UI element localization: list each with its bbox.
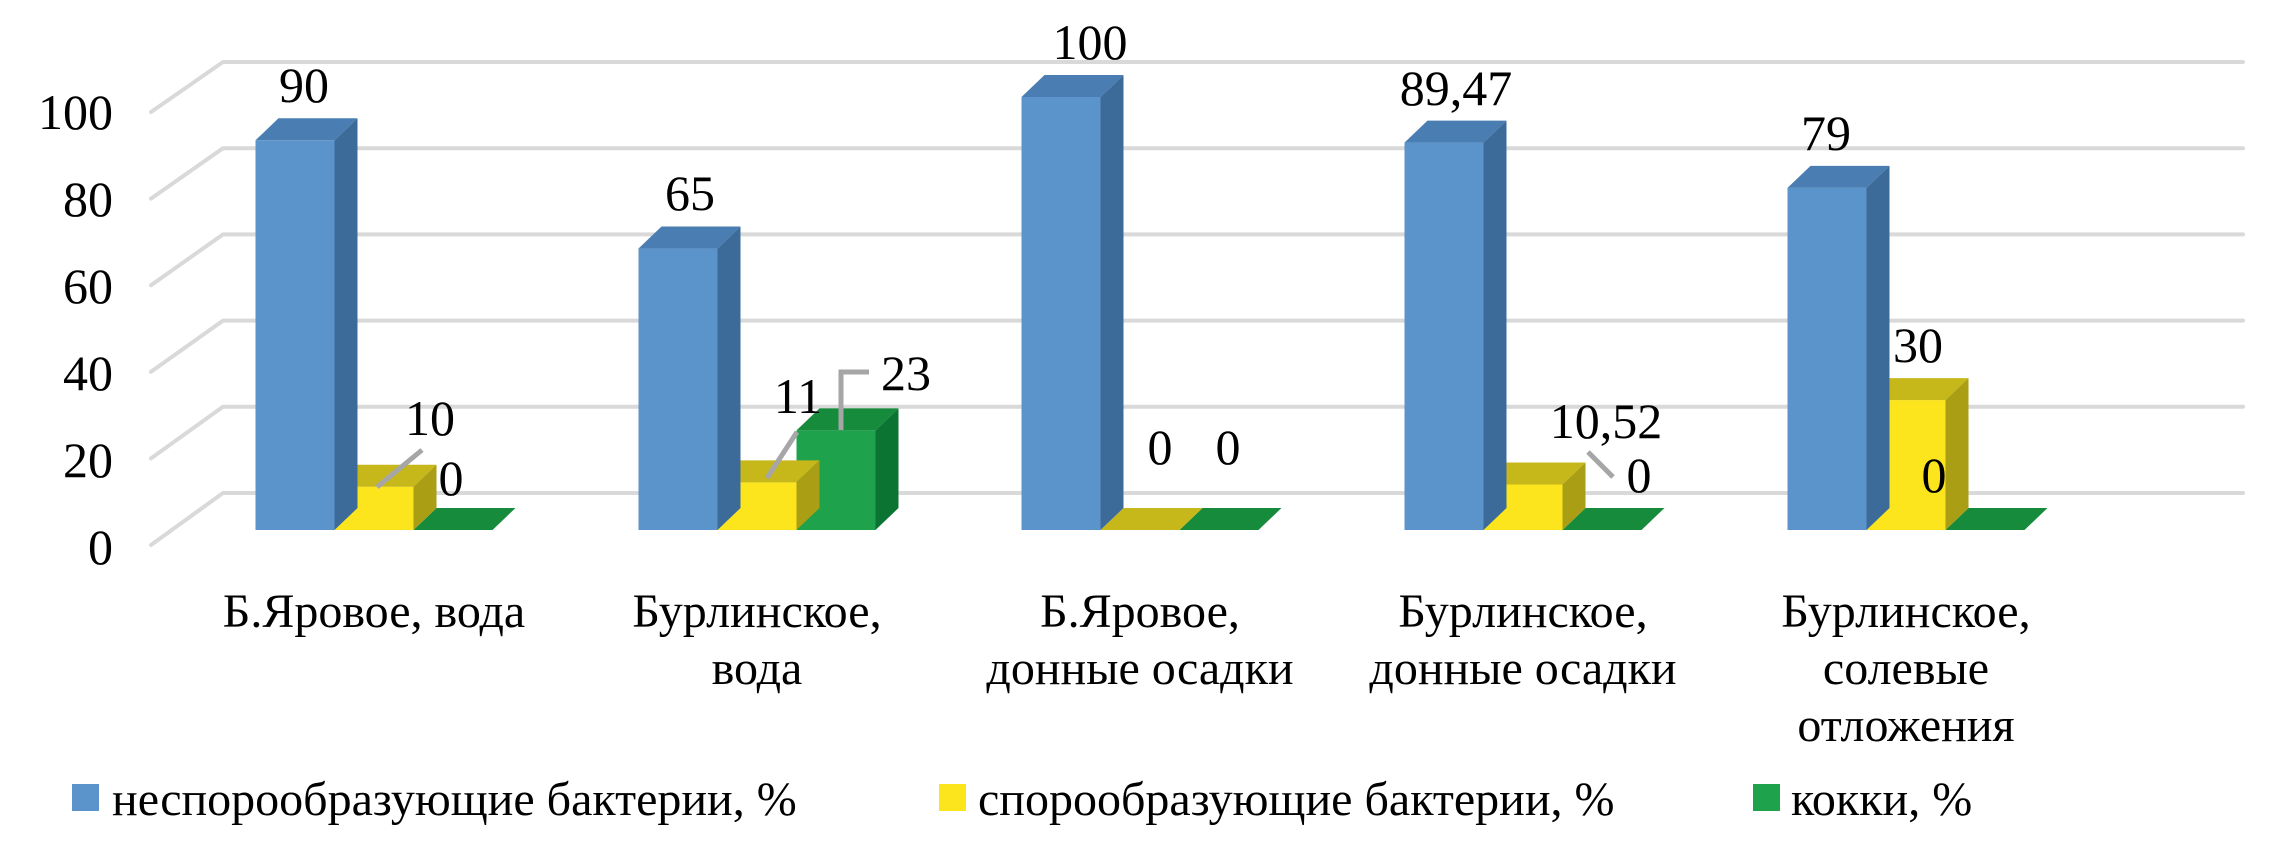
category-label: Бурлинское, солевые отложения [1781,585,2030,752]
legend-label: кокки, % [1791,773,1972,826]
data-label: 90 [279,57,329,113]
bar-series2-cat3 [1100,508,1203,530]
bar-side-face [1866,165,1890,530]
legend-swatch [939,784,966,811]
data-label-leader-line [375,448,424,489]
bar-top-face [638,226,741,249]
category-label-line: солевые [1823,642,1989,695]
category-label: Бурлинское, донные осадки [1369,585,1676,695]
category-label-line: Бурлинское, [632,585,881,638]
category-label-line: отложения [1797,699,2014,752]
gridline [149,146,2245,201]
bar-front-face [1404,142,1484,530]
zero-bar-pad [1100,508,1203,530]
bar-top-face [1866,378,1969,401]
category-label: Бурлинское, вода [632,585,881,695]
category-label-line: Бурлинское, [1398,585,1647,638]
bar-side-face [1945,378,1969,530]
bar-front-face [255,140,335,531]
category-label: Б.Яровое, вода [223,585,525,638]
data-label: 10,52 [1550,393,1663,449]
category-label-line: Б.Яровое, вода [223,585,525,638]
gridline [149,318,2245,374]
data-label: 65 [665,165,715,221]
bar-series1-cat3 [1021,75,1124,530]
data-label: 0 [1216,419,1241,475]
zero-bar-pad [1945,508,2048,530]
bar-top-face [1404,120,1507,143]
bar-side-face [717,226,741,531]
bar-side-face [875,408,899,530]
data-label: 79 [1801,105,1851,161]
y-axis-tick-label: 0 [88,519,113,575]
bar-series3-cat1 [413,508,516,530]
data-label-leader-line [838,369,869,430]
bar-side-face [334,118,358,531]
data-label: 10 [405,390,455,446]
bar-top-face [1021,75,1124,97]
bar-series1-cat1 [255,118,358,531]
bar-series3-cat4 [1562,508,1665,530]
bar-top-face [334,464,437,487]
bar-side-face [1100,75,1124,530]
bar-front-face [1021,97,1101,530]
data-label: 30 [1893,317,1943,373]
legend-label: спорообразующие бактерии, % [978,773,1615,826]
bar-top-face [1787,165,1890,188]
bar-side-face [796,460,820,530]
category-label-line: Бурлинское, [1781,585,2030,638]
bar-series1-cat4 [1404,120,1507,530]
data-label: 100 [1053,14,1128,70]
bar-top-face [796,408,899,431]
legend-swatch [1753,784,1780,811]
y-axis-tick-label: 80 [63,171,113,227]
data-label: 11 [774,368,822,424]
data-label: 0 [439,450,464,506]
gridline [149,232,2245,288]
category-label-line: вода [712,642,803,695]
bar-series3-cat5 [1945,508,2048,530]
category-label-line: Б.Яровое, [1040,585,1240,638]
legend: неспорообразующие бактерии, % спорообразу… [72,773,1972,826]
category-label-line: донные осадки [986,642,1293,695]
y-axis-tick-label: 20 [63,432,113,488]
bar-series1-cat5 [1787,165,1890,530]
data-label: 0 [1148,419,1173,475]
data-label: 0 [1922,447,1947,503]
category-label: Б.Яровое, донные осадки [986,585,1293,695]
data-label: 89,47 [1400,60,1513,116]
bar-side-face [1562,462,1586,530]
y-axis-tick-label: 100 [38,84,113,140]
data-label: 0 [1627,447,1652,503]
y-axis-tick-label: 40 [63,345,113,401]
bar-series3-cat3 [1179,508,1282,530]
bar-side-face [413,464,437,530]
bar-front-face [638,248,718,531]
bar-side-face [1483,120,1507,530]
y-axis-tick-label: 60 [63,258,113,314]
legend-swatch [72,784,99,811]
bars [255,75,2048,531]
zero-bar-pad [1179,508,1282,530]
bar-front-face [1787,187,1867,530]
zero-bar-pad [1562,508,1665,530]
data-label-leader-line [764,430,800,480]
bar-top-face [1483,462,1586,485]
data-label: 23 [881,345,931,401]
zero-bar-pad [413,508,516,530]
bar-series1-cat2 [638,226,741,531]
legend-label: неспорообразующие бактерии, % [112,773,797,826]
data-label-leader-line [1586,450,1615,479]
gridline [149,404,2245,461]
bar-top-face [255,118,358,141]
gridline [149,60,2245,114]
category-label-line: донные осадки [1369,642,1676,695]
